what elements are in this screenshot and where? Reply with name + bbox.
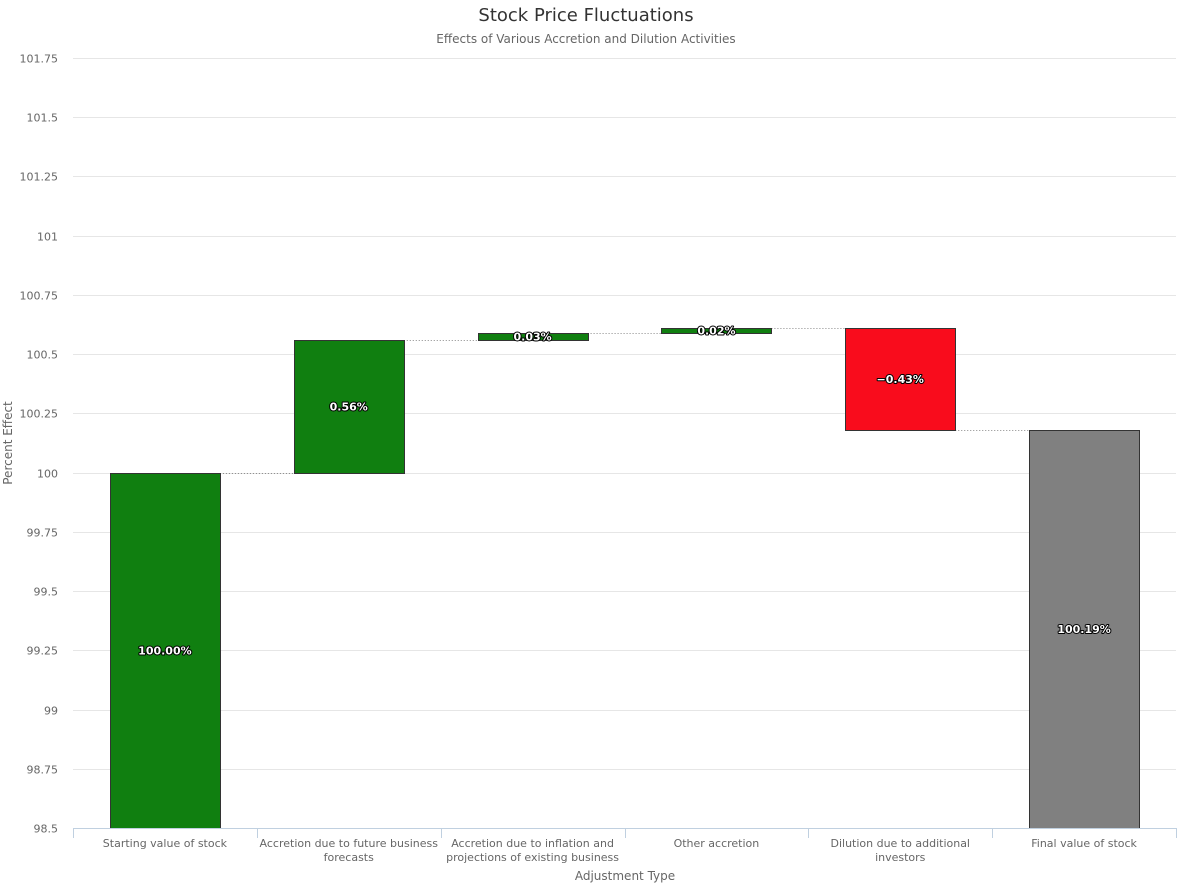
x-category-label: Dilution due to additional investors xyxy=(830,837,970,864)
y-tick-label: 98.75 xyxy=(27,764,59,777)
bars xyxy=(110,328,1140,829)
y-tick-label: 99.5 xyxy=(34,586,59,599)
gridlines xyxy=(73,58,1176,770)
x-axis-title: Adjustment Type xyxy=(575,869,675,883)
waterfall-bar xyxy=(845,328,956,431)
y-axis-title: Percent Effect xyxy=(1,401,15,485)
y-tick-label: 101 xyxy=(37,231,58,244)
data-label: −0.43% xyxy=(877,373,924,386)
x-category-label-line: investors xyxy=(875,851,926,864)
chart-title: Stock Price Fluctuations xyxy=(478,5,693,26)
y-tick-label: 100 xyxy=(37,468,58,481)
data-label: 0.03% xyxy=(513,330,551,343)
y-tick-label: 100.25 xyxy=(20,408,59,421)
waterfall-bar xyxy=(478,333,589,341)
x-axis: Starting value of stock Accretion due to … xyxy=(73,828,1177,864)
chart-subtitle: Effects of Various Accretion and Dilutio… xyxy=(436,32,735,46)
y-tick-label: 98.5 xyxy=(34,823,59,836)
data-label: 0.56% xyxy=(330,400,368,413)
y-tick-label: 101.75 xyxy=(20,53,59,66)
y-tick-label: 100.75 xyxy=(20,290,59,303)
x-category-label-line: Accretion due to future business xyxy=(260,837,439,850)
x-category-label: Accretion due to future business forecast… xyxy=(260,837,439,864)
y-tick-label: 99 xyxy=(44,705,58,718)
waterfall-bar xyxy=(110,473,221,829)
x-category-label: Starting value of stock xyxy=(103,837,228,850)
waterfall-bar xyxy=(661,328,772,334)
y-tick-label: 100.5 xyxy=(27,349,59,362)
x-category-label-line: Accretion due to inflation and xyxy=(451,837,614,850)
x-category-label-line: forecasts xyxy=(324,851,374,864)
y-tick-label: 99.25 xyxy=(27,645,59,658)
y-tick-label: 99.75 xyxy=(27,527,59,540)
x-category-label: Accretion due to inflation and projection… xyxy=(446,837,619,864)
x-category-label: Other accretion xyxy=(674,837,760,850)
y-tick-label: 101.5 xyxy=(27,112,59,125)
x-category-label-line: Other accretion xyxy=(674,837,760,850)
x-category-label: Final value of stock xyxy=(1031,837,1137,850)
data-label: 100.00% xyxy=(138,644,191,657)
x-category-label-line: Starting value of stock xyxy=(103,837,228,850)
data-label: 100.19% xyxy=(1057,623,1110,636)
connectors xyxy=(219,328,1030,474)
y-tick-label: 101.25 xyxy=(20,171,59,184)
data-label: 0.02% xyxy=(697,324,735,337)
x-category-label-line: projections of existing business xyxy=(446,851,619,864)
waterfall-bar xyxy=(294,340,405,474)
y-axis-ticks: 98.5 98.75 99 99.25 99.5 99.75 100 100.25 100.5 1… xyxy=(20,53,59,836)
x-category-label-line: Final value of stock xyxy=(1031,837,1137,850)
x-category-label-line: Dilution due to additional xyxy=(830,837,970,850)
waterfall-bar xyxy=(1029,430,1140,829)
data-labels: 100.00% 0.56% 0.03% 0.02% −0.43% 100.19% xyxy=(137,323,1112,658)
